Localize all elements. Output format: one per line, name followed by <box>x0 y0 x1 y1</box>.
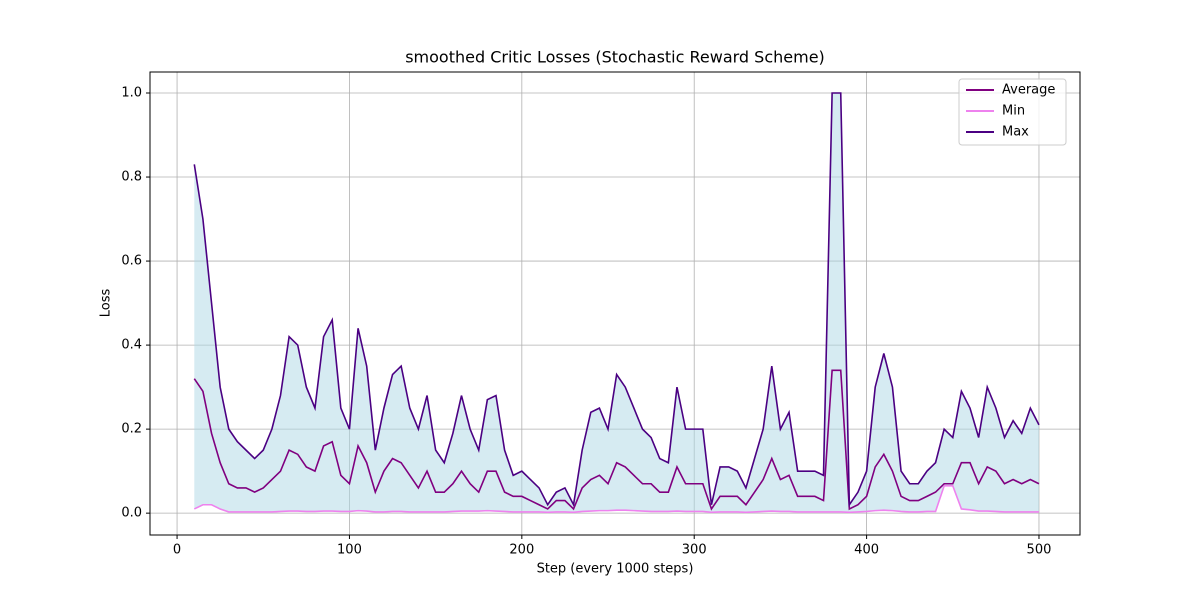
y-axis-label: Loss <box>99 289 114 318</box>
x-tick-label: 200 <box>509 543 534 558</box>
legend-label: Average <box>1002 83 1055 98</box>
y-tick-label: 0.0 <box>121 506 142 521</box>
x-tick-label: 100 <box>337 543 362 558</box>
y-tick-label: 0.2 <box>121 422 142 437</box>
line <box>193 92 1040 508</box>
x-tick-label: 400 <box>854 543 879 558</box>
legend-label: Max <box>1002 125 1029 140</box>
line <box>193 485 1039 514</box>
y-tick-label: 0.6 <box>121 254 142 269</box>
x-axis-label: Step (every 1000 steps) <box>537 562 694 577</box>
plot-frame <box>149 71 1081 536</box>
y-tick-label: 1.0 <box>121 86 142 101</box>
line <box>193 369 1040 511</box>
legend-label: Min <box>1002 104 1025 119</box>
x-tick-label: 0 <box>173 543 181 558</box>
x-tick-label: 300 <box>682 543 707 558</box>
fill-between <box>194 93 1039 513</box>
x-tick-label: 500 <box>1027 543 1052 558</box>
y-tick-label: 0.4 <box>121 338 142 353</box>
legend-box <box>958 78 1067 146</box>
chart-title: smoothed Critic Losses (Stochastic Rewar… <box>405 48 825 67</box>
y-tick-label: 0.8 <box>121 170 142 185</box>
